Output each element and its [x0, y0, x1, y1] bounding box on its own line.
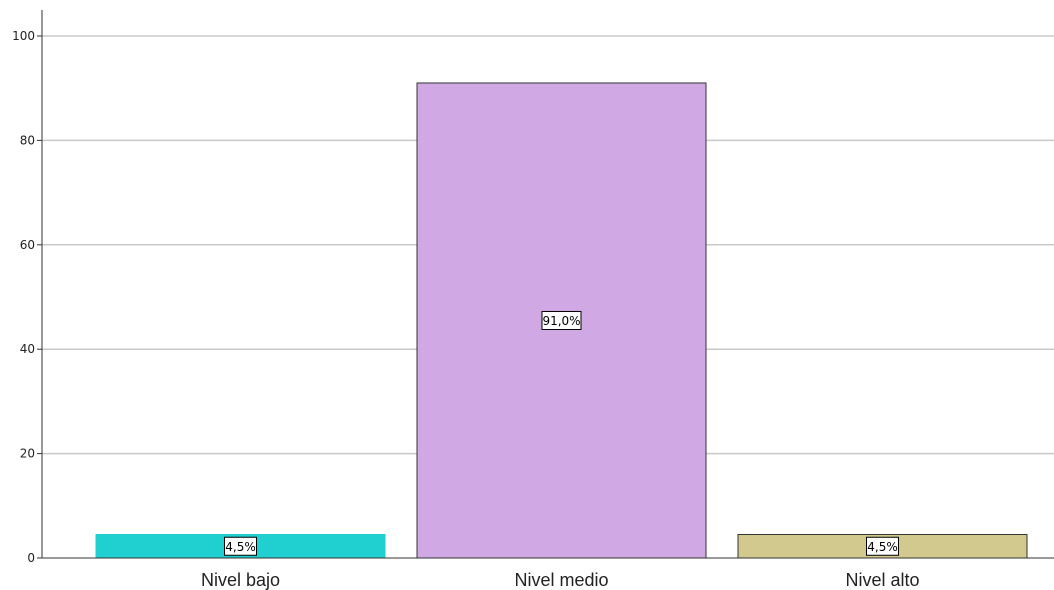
data-label: 91,0%	[542, 314, 580, 328]
data-labels: 4,5% 91,0% 4,5%	[224, 310, 899, 556]
category-labels: Nivel bajo Nivel medio Nivel alto	[201, 570, 920, 590]
axes	[41, 10, 1054, 559]
y-tick-label: 0	[27, 551, 35, 565]
y-tick-label: 40	[20, 342, 35, 356]
category-label: Nivel bajo	[201, 570, 280, 590]
data-label-box	[541, 310, 582, 330]
category-label: Nivel medio	[514, 570, 608, 590]
data-label: 4,5%	[867, 540, 898, 554]
y-tick-label: 20	[20, 447, 35, 461]
y-tick-label: 80	[20, 133, 35, 147]
category-label: Nivel alto	[845, 570, 919, 590]
y-tick-label: 100	[12, 29, 35, 43]
y-tick-labels: 0 20 40 60 80 100	[12, 29, 42, 565]
data-label-box	[224, 536, 257, 556]
data-label: 4,5%	[225, 540, 256, 554]
y-tick-label: 60	[20, 238, 35, 252]
data-label-box	[866, 536, 899, 556]
